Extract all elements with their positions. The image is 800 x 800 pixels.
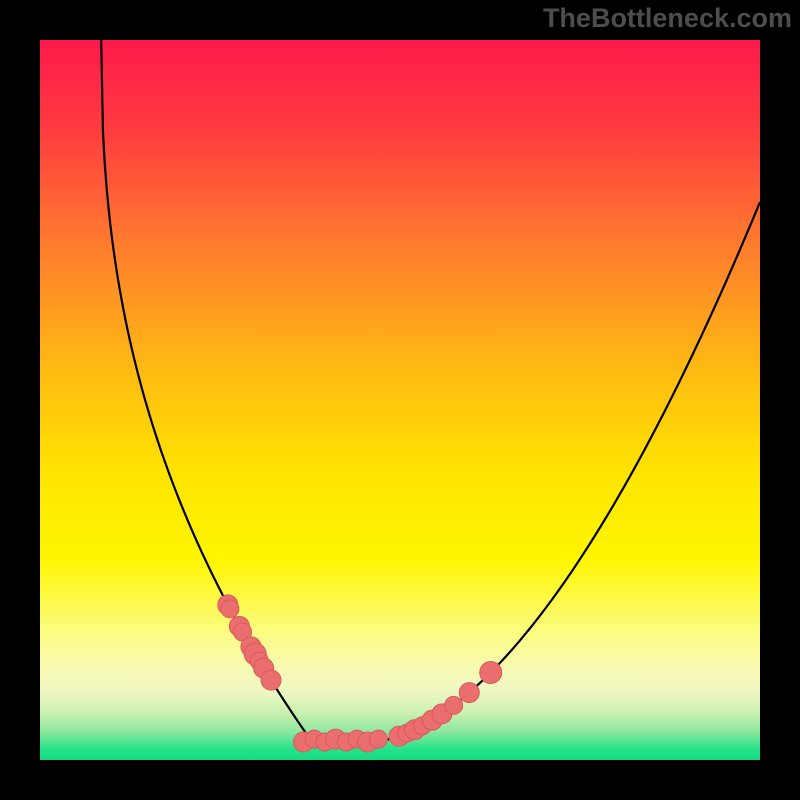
data-dot <box>459 683 479 703</box>
data-dot <box>221 600 239 618</box>
data-dot <box>369 730 387 748</box>
gradient-panel <box>40 40 760 760</box>
data-dot <box>480 661 502 683</box>
chart-svg <box>0 0 800 800</box>
data-dot <box>261 670 281 690</box>
watermark-text: TheBottleneck.com <box>543 3 792 34</box>
data-dot <box>445 696 463 714</box>
chart-root: TheBottleneck.com <box>0 0 800 800</box>
